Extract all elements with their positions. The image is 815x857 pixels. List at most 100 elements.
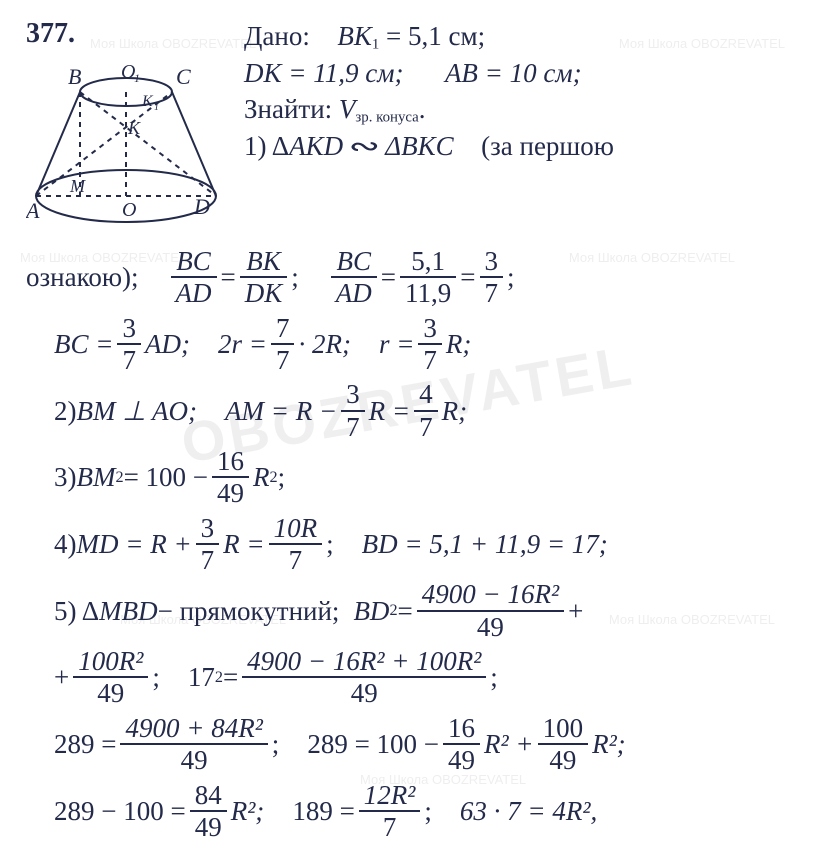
t: R; bbox=[446, 330, 471, 358]
t: ; bbox=[291, 263, 299, 291]
t: ; bbox=[278, 463, 286, 491]
t: MD = R + bbox=[77, 530, 192, 558]
find-V: V bbox=[339, 94, 356, 124]
t: 63 · 7 = 4R², bbox=[460, 797, 597, 825]
f: 4 bbox=[414, 380, 438, 408]
f: 49 bbox=[176, 746, 213, 774]
f: 49 bbox=[212, 479, 249, 507]
sup: 2 bbox=[215, 669, 223, 686]
given-block: Дано: BK1 = 5,1 см; DK = 11,9 см; AB = 1… bbox=[244, 18, 789, 164]
t: + bbox=[568, 597, 583, 625]
f: 7 bbox=[480, 279, 504, 307]
t: 2r = bbox=[218, 330, 267, 358]
label-O: O bbox=[122, 199, 136, 221]
t: = bbox=[223, 663, 238, 691]
t: 289 − 100 = bbox=[54, 797, 186, 825]
eq: = bbox=[221, 263, 236, 291]
s1-line2pre: ознакою); bbox=[26, 263, 139, 291]
f: AD bbox=[171, 279, 217, 307]
f: 7 bbox=[284, 546, 308, 574]
t: BM bbox=[77, 463, 116, 491]
t: BC = bbox=[54, 330, 113, 358]
f: 49 bbox=[190, 813, 227, 841]
t: R² + bbox=[484, 730, 534, 758]
f: 7 bbox=[117, 346, 141, 374]
find-dot: . bbox=[419, 94, 426, 124]
t: R; bbox=[442, 397, 467, 425]
t: ; bbox=[490, 663, 498, 691]
s1-pre: 1) Δ bbox=[244, 131, 289, 161]
f: 7 bbox=[271, 346, 295, 374]
f: 3 bbox=[341, 380, 365, 408]
f: 16 bbox=[443, 714, 480, 742]
f: 49 bbox=[346, 679, 383, 707]
t: R²; bbox=[592, 730, 626, 758]
t: ; bbox=[424, 797, 432, 825]
t: = 100 − bbox=[124, 463, 208, 491]
problem-number: 377. bbox=[26, 18, 244, 50]
f: 49 bbox=[544, 746, 581, 774]
bk1-sub: 1 bbox=[372, 37, 379, 53]
f: BC bbox=[171, 247, 216, 275]
t: MBD bbox=[99, 597, 157, 625]
f: 3 bbox=[196, 514, 220, 542]
label-K1: K bbox=[141, 93, 154, 110]
sup: 2 bbox=[389, 602, 397, 619]
t: 4) bbox=[54, 530, 77, 558]
f: 7 bbox=[414, 413, 438, 441]
t: AM = R − bbox=[225, 397, 337, 425]
left-col: 377. A B C D O O 1 bbox=[26, 18, 244, 241]
t: BD = 5,1 + 11,9 = 17; bbox=[362, 530, 608, 558]
f: BK bbox=[241, 247, 286, 275]
t: ; bbox=[326, 530, 334, 558]
eq: = bbox=[381, 263, 396, 291]
label-K: K bbox=[127, 118, 141, 138]
f: 4900 − 16R² + 100R² bbox=[242, 647, 486, 675]
t: 17 bbox=[188, 663, 215, 691]
f: 49 bbox=[92, 679, 129, 707]
s1-akd: AKD bbox=[289, 131, 343, 161]
sup: 2 bbox=[115, 469, 123, 486]
f: 11,9 bbox=[400, 279, 456, 307]
t: R = bbox=[223, 530, 264, 558]
t: BM ⊥ AO; bbox=[77, 397, 198, 425]
f: 3 bbox=[117, 314, 141, 342]
find-V-sub: зр. конуса bbox=[355, 110, 418, 126]
t: 5) Δ bbox=[54, 597, 99, 625]
f: 4900 − 16R² bbox=[417, 580, 564, 608]
f: 3 bbox=[418, 314, 442, 342]
t: R²; bbox=[231, 797, 265, 825]
frustum-diagram: A B C D O O 1 K K 1 M bbox=[26, 56, 236, 236]
t: 289 = bbox=[54, 730, 116, 758]
t: R bbox=[253, 463, 270, 491]
f: 7 bbox=[271, 314, 295, 342]
f: 100 bbox=[538, 714, 589, 742]
f: 12R² bbox=[359, 781, 421, 809]
s1-bkc: ΔBKC bbox=[385, 131, 453, 161]
t: ; bbox=[272, 730, 280, 758]
t: 3) bbox=[54, 463, 77, 491]
similar-icon: ∾ bbox=[348, 128, 380, 164]
f: 5,1 bbox=[406, 247, 450, 275]
f: 10R bbox=[269, 514, 323, 542]
f: BC bbox=[332, 247, 377, 275]
label-O1-sub: 1 bbox=[134, 71, 140, 85]
t: − прямокутний; bbox=[158, 597, 340, 625]
sup: 2 bbox=[270, 469, 278, 486]
eq: = bbox=[460, 263, 475, 291]
f: 49 bbox=[443, 746, 480, 774]
dk: DK = 11,9 см; bbox=[244, 58, 403, 88]
f: 100R² bbox=[73, 647, 148, 675]
f: 16 bbox=[212, 447, 249, 475]
t: ; bbox=[507, 263, 515, 291]
label-D: D bbox=[193, 194, 210, 219]
f: 3 bbox=[480, 247, 504, 275]
t: = bbox=[398, 597, 413, 625]
s1-tail: (за першою bbox=[481, 131, 614, 161]
f: 49 bbox=[472, 613, 509, 641]
t: AD; bbox=[145, 330, 190, 358]
f: 84 bbox=[190, 781, 227, 809]
t: r = bbox=[379, 330, 414, 358]
t: · 2R; bbox=[298, 330, 350, 358]
bk1-rhs: = 5,1 см; bbox=[386, 21, 485, 51]
